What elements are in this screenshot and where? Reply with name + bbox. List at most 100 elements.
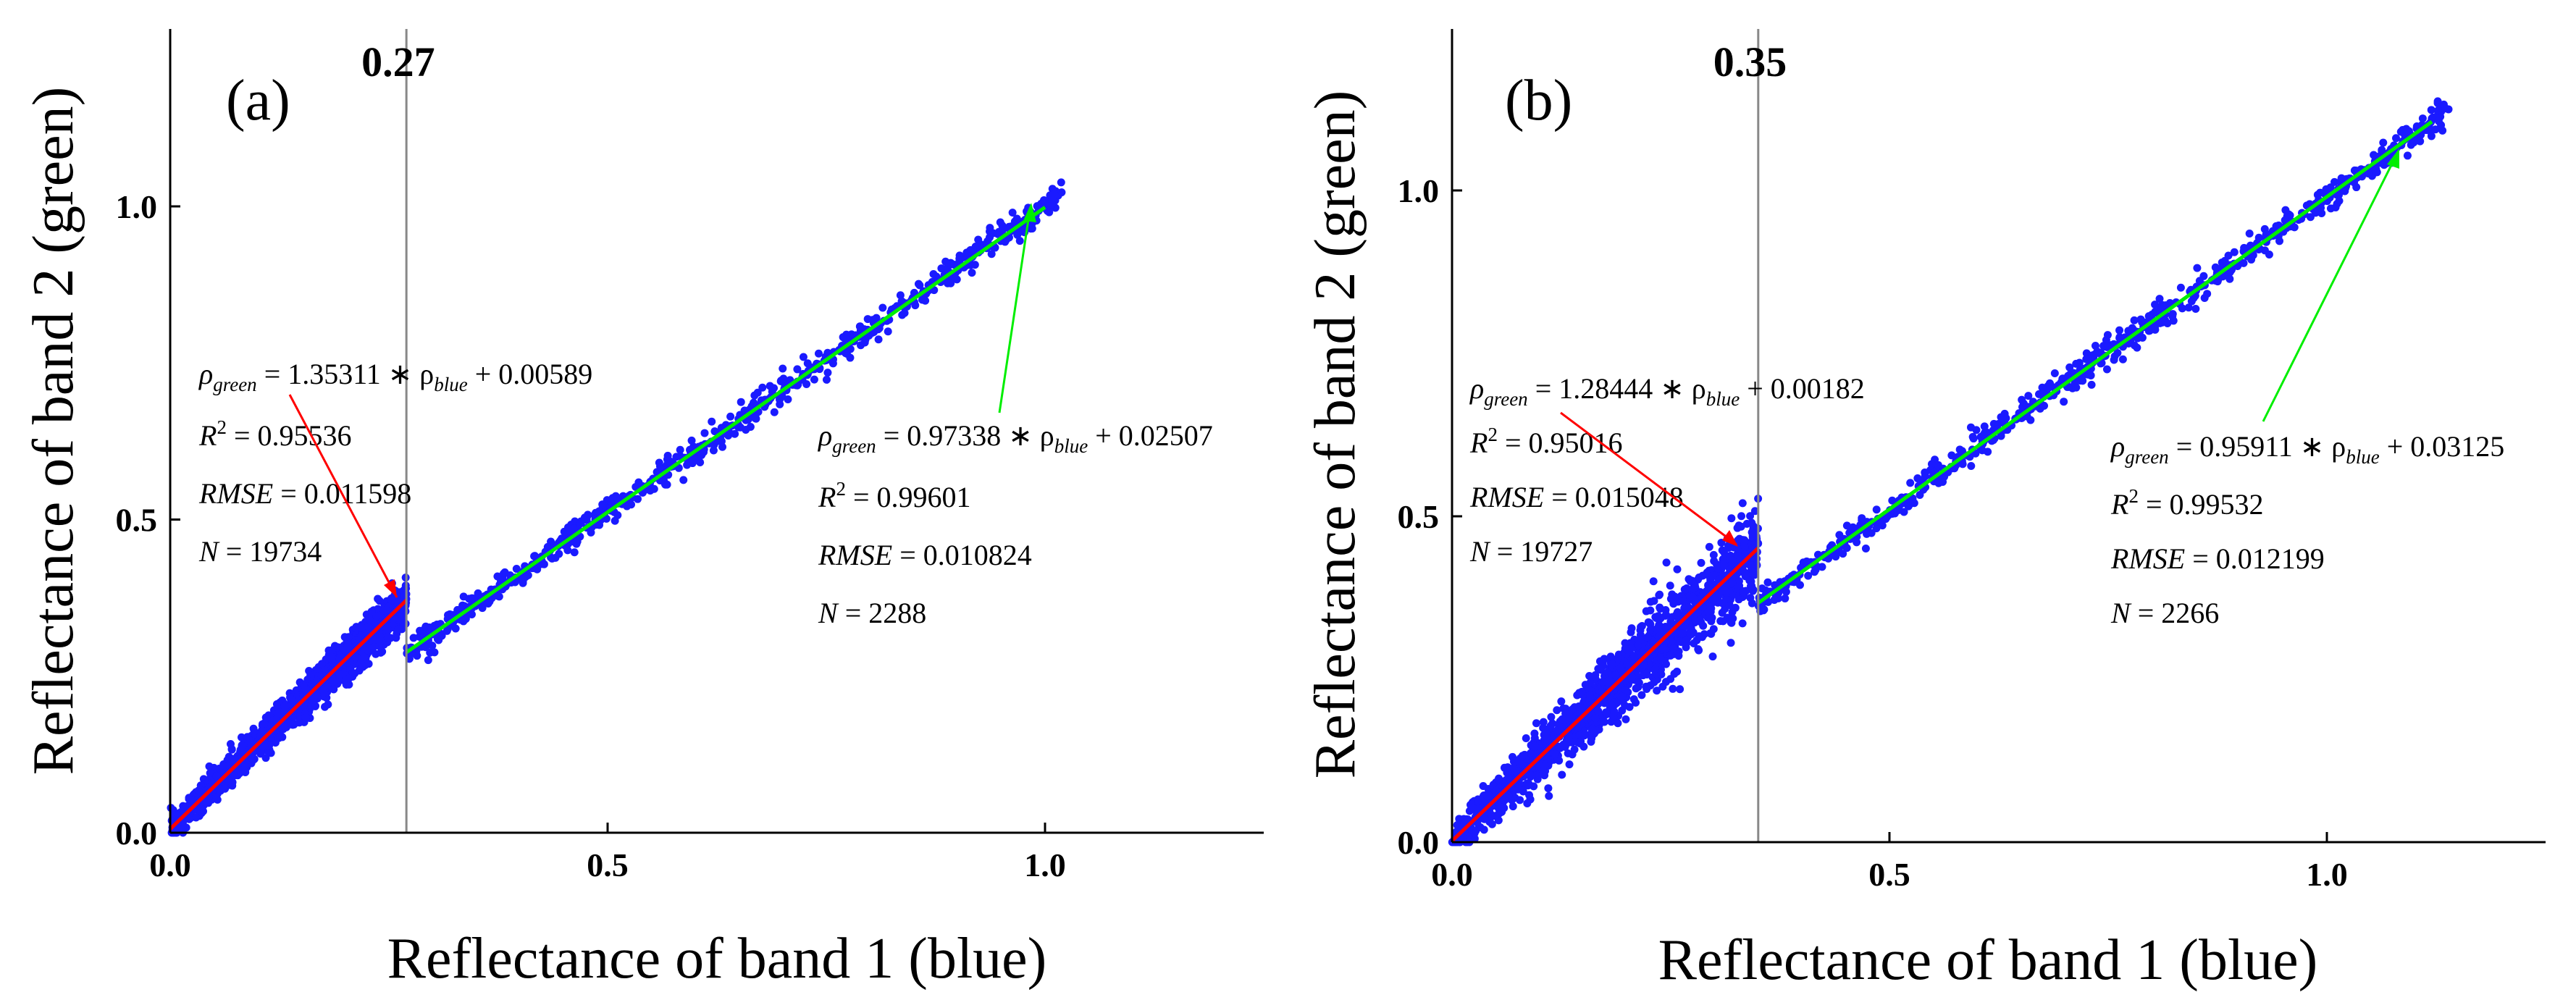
panel-b-point [1708,613,1716,622]
panel-b-point [1608,660,1616,668]
panel-a-point [846,353,855,362]
panel-b-point [1722,589,1731,597]
panel-b-point [1585,671,1594,680]
panel-b-point [1737,512,1746,521]
panel-a-label: (a) [226,69,290,133]
panel-b-point [1708,594,1717,602]
panel-a-point [213,795,222,804]
panel-a-point [426,648,435,657]
panel-a-point [770,408,779,416]
panel-b-point [1888,496,1897,505]
panel-a-point [427,625,436,634]
panel-a-point [265,741,274,750]
panel-b-fit-lines [1451,120,2433,843]
panel-b-point [2065,363,2074,371]
panel-b-point [2087,380,2096,389]
panel-b-point [1656,590,1664,599]
panel-a-point [736,423,744,432]
panel-a-point [424,656,432,665]
panel-a-point [413,652,421,660]
panel-b-point [1542,728,1551,736]
panel-a-point [280,702,289,710]
panel-b-point [2441,104,2450,113]
panel-a-point [663,451,672,460]
panel-b-point [2427,132,2436,140]
panel-b-point [2045,379,2054,387]
panel-b-point [1591,713,1600,722]
panel-b-point [1725,601,1734,610]
panel-a-point [375,597,384,605]
panel-a-point [428,642,437,650]
panel-b-point [1616,663,1625,672]
panel-a-point [999,224,1007,233]
panel-a-high-fit-arrowhead [1023,203,1036,222]
panel-b-point [2144,327,2153,335]
panel-b-point [2427,106,2436,114]
panel-b-point [2155,295,2164,303]
panel-b-point [2317,203,2325,212]
panel-b-point [1718,608,1727,617]
panel-b-point [1750,571,1759,579]
panel-a-point [246,739,255,747]
panel-b-point [1657,655,1666,663]
panel-b-point [2331,203,2340,211]
panel-b-point [2254,233,2263,242]
panel-b-point [1863,529,1871,538]
panel-b-point [1861,544,1870,552]
panel-a-low-fit-r2: R2 = 0.95536 [198,416,352,452]
panel-a-point [1057,178,1065,187]
panel-b-point [1551,750,1559,759]
panel-a-point [814,349,823,358]
panel-b-point [1934,461,1942,469]
panel-b-point [1654,622,1663,631]
panel-b-point [1637,691,1646,699]
panel-a-low-fit-arrow [288,394,398,598]
panel-b-point [2102,365,2111,374]
panel-b-point [1729,556,1737,565]
panel-b-high-fit-n: N = 2266 [2110,597,2219,629]
panel-a-point [358,663,367,671]
panel-b-point [1729,614,1737,623]
panel-a-point [335,670,344,678]
panel-b-point [1719,555,1727,563]
panel-a-point [226,739,235,748]
panel-b-point [1588,725,1597,734]
panel-a-high-fit-r2: R2 = 0.99601 [818,478,971,513]
panel-a-point [219,761,228,770]
panel-b-point [1770,596,1779,605]
panel-a-point [330,676,338,685]
panel-b-point [1906,479,1915,487]
panel-a-low-fit-line [169,599,408,831]
panel-b-point [1561,716,1569,725]
panel-b-point [1653,686,1661,695]
panel-b-point [1603,668,1612,676]
panel-b-point [1509,802,1517,811]
panel-b-threshold-label: 0.35 [1713,38,1787,85]
panel-a-point [260,719,269,728]
panel-b-point [2102,342,2111,350]
panel-b-point [1646,626,1655,634]
panel-b-point [1750,507,1759,516]
panel-b-low-fit-arrowhead [1722,530,1738,547]
panel-a-point [340,633,349,642]
panel-a-point [312,691,321,699]
panel-b-point [2184,303,2193,312]
panel-a-point [970,261,979,269]
panel-b-point [1818,563,1826,571]
panel-a-point [710,427,719,436]
panel-b-low-fit-rmse: RMSE = 0.015048 [1469,481,1684,513]
panel-b-point [1934,479,1943,487]
panel-b-point [2091,342,2099,350]
panel-b-high-fit-annotation: ρgreen = 0.95911 ∗ ρblue + 0.03125 R2 = … [2110,430,2504,629]
panel-b-point [2211,263,2220,272]
panel-b-point [1650,678,1658,686]
panel-a-point [802,379,811,388]
panel-a-point [330,685,338,694]
panel-b-point [1568,750,1577,759]
panel-b-high-fit-rmse: RMSE = 0.012199 [2110,542,2325,575]
panel-b-point [1804,571,1813,580]
panel-a-point [634,495,642,503]
panel-b-point [2115,334,2124,343]
panel-b-low-fit-n: N = 19727 [1469,535,1593,568]
panel-a-point [377,648,385,657]
